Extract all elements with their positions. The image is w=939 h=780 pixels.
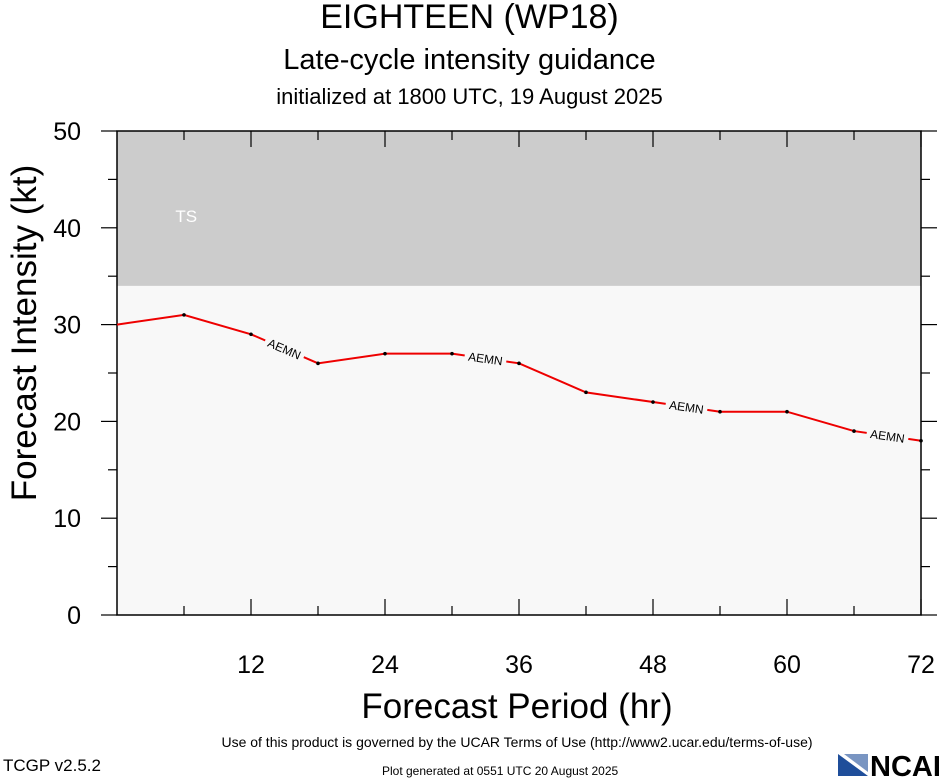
data-point [182,313,186,317]
chart-subtitle: Late-cycle intensity guidance [283,44,656,76]
initialization-time: initialized at 1800 UTC, 19 August 2025 [276,84,663,109]
series-label-bg [463,348,508,369]
chart-title: EIGHTEEN (WP18) [320,0,619,36]
x-tick-label: 24 [371,651,399,679]
series-label: AEMN [668,398,704,417]
band-ts [117,131,921,286]
series-label: AEMN [467,350,503,369]
band-label: TS [175,207,197,226]
svg-text:NCAR: NCAR [870,751,939,780]
data-point [249,332,253,337]
y-tick-label: 10 [53,505,81,533]
x-tick-label: 48 [639,651,667,679]
data-point [852,429,856,433]
ncar-logo: NCAR [838,751,939,780]
series-label-bg [865,425,910,446]
series-label-bg [664,396,709,417]
data-point [718,409,722,414]
y-tick-label: 20 [53,408,81,436]
terms-of-use-notice: Use of this product is governed by the U… [221,734,813,750]
generated-time: Plot generated at 0551 UTC 20 August 202… [382,764,619,778]
series-label: AEMN [869,427,905,446]
y-tick-label: 50 [53,118,81,146]
y-axis-title: Forecast Intensity (kt) [5,165,44,501]
x-tick-label: 12 [237,651,265,679]
series-label-bg [262,334,307,364]
data-point [919,438,923,443]
version-label: TCGP v2.5.2 [3,756,101,775]
x-axis-title: Forecast Period (hr) [361,687,672,726]
data-point [785,409,789,414]
x-tick-label: 60 [773,651,801,679]
x-tick-label: 72 [907,651,935,679]
y-tick-label: 0 [67,602,81,630]
y-tick-label: 40 [53,215,81,243]
data-point [383,351,387,356]
data-point [651,400,655,404]
data-point [316,361,320,366]
data-point [450,351,454,356]
data-point [517,361,521,366]
y-tick-label: 30 [53,312,81,340]
x-tick-label: 36 [505,651,533,679]
intensity-chart: TS 0 10 20 30 40 50 12 24 36 48 60 72 Forecast Period… [5,118,937,726]
data-point [584,390,588,395]
